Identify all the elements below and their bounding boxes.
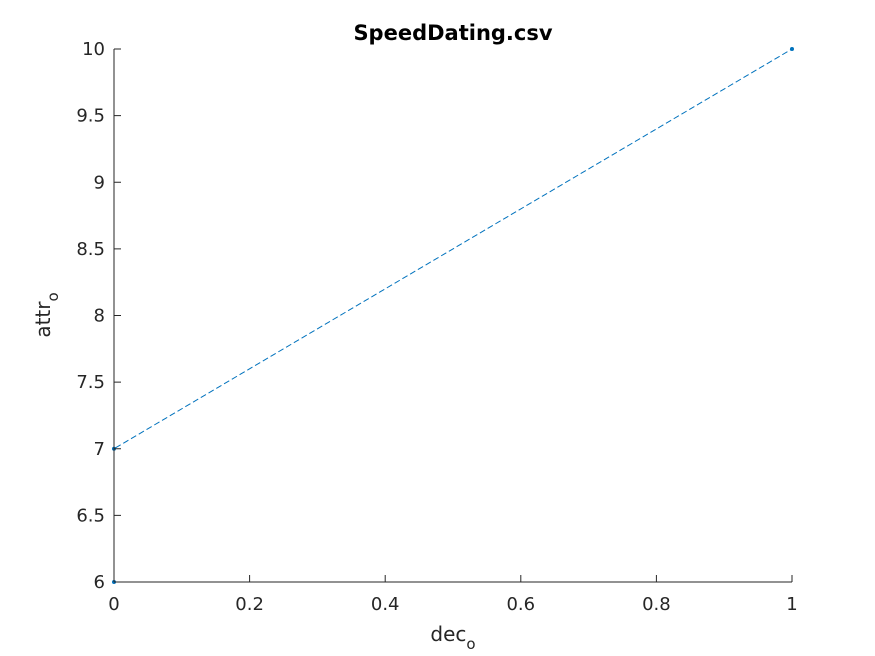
x-tick-label: 1 — [786, 594, 797, 615]
x-axis-label-subscript: o — [466, 635, 475, 653]
x-axis-label: deco — [430, 622, 475, 653]
x-tick-label: 0.8 — [642, 594, 671, 615]
x-tick-label: 0 — [108, 594, 119, 615]
plot-area — [114, 49, 792, 582]
y-tick-label: 10 — [82, 39, 105, 60]
x-tick-label: 0.2 — [235, 594, 264, 615]
y-tick-label: 7 — [94, 439, 105, 460]
y-tick-label: 7.5 — [76, 372, 105, 393]
y-tick-label: 6.5 — [76, 505, 105, 526]
chart-title: SpeedDating.csv — [353, 21, 552, 45]
y-tick-label: 8.5 — [76, 239, 105, 260]
series-line — [113, 48, 793, 582]
x-tick-label: 0.4 — [371, 594, 400, 615]
y-tick-label: 8 — [94, 306, 105, 327]
x-axis-label-main: dec — [430, 622, 466, 646]
y-axis-label: attro — [31, 292, 62, 337]
y-ticks: 6 6.5 7 7.5 8 8.5 9 9.5 10 — [76, 39, 121, 593]
y-axis-label-main: attr — [31, 301, 55, 338]
x-ticks: 0 0.2 0.4 0.6 0.8 1 — [108, 575, 798, 615]
data-point — [790, 47, 794, 51]
y-tick-label: 6 — [94, 572, 105, 593]
x-tick-label: 0.6 — [506, 594, 535, 615]
y-axis-label-subscript: o — [44, 292, 62, 301]
y-tick-label: 9 — [94, 172, 105, 193]
y-tick-label: 9.5 — [76, 106, 105, 127]
